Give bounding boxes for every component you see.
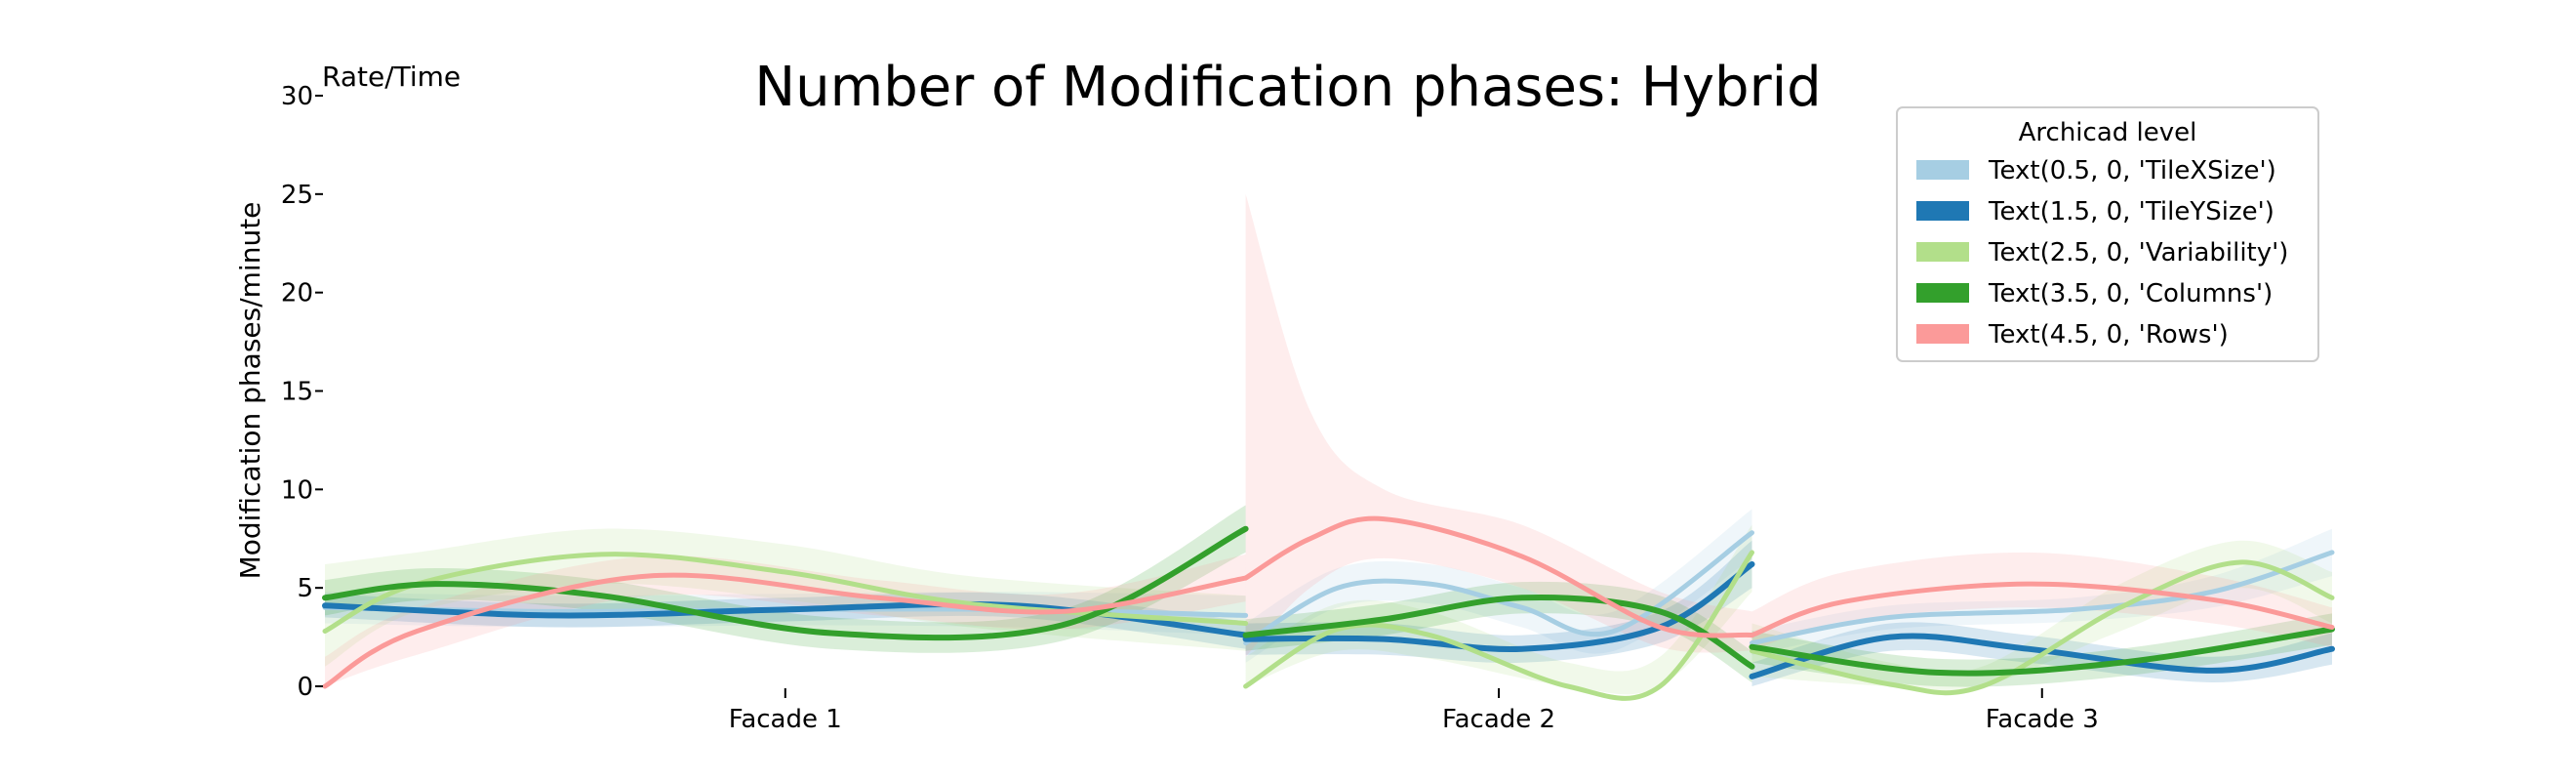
y-tick-label-1: 5 <box>297 574 313 603</box>
band-series-0-seg-0 <box>325 592 1246 636</box>
legend-swatch-2 <box>1916 242 1969 262</box>
line-series-1-seg-1 <box>1242 561 1755 652</box>
band-series-1-seg-1 <box>1245 540 1752 664</box>
line-series-3-seg-1 <box>1242 595 1755 670</box>
band-series-3-seg-1 <box>1245 581 1752 682</box>
x-tick-label-2: Facade 3 <box>1986 705 2099 734</box>
x-tick-label-1: Facade 2 <box>1442 705 1555 734</box>
band-series-4-seg-1 <box>1245 193 1752 657</box>
x-axis: Facade 1 Facade 2 Facade 3 <box>729 688 2099 734</box>
legend-box <box>1896 106 2319 362</box>
band-series-4-seg-0 <box>325 554 1246 686</box>
line-series-4-seg-0 <box>322 572 1249 689</box>
line-series-2-seg-2 <box>1750 559 2335 696</box>
legend-swatch-0 <box>1916 160 1969 180</box>
line-series-0-seg-2 <box>1750 550 2335 646</box>
y-tick-label-2: 10 <box>281 475 313 505</box>
x-tick-label-0: Facade 1 <box>729 705 842 734</box>
legend-entry-0: Text(0.5, 0, 'TileXSize') <box>1988 156 2276 185</box>
y-axis: 0 5 10 15 20 25 30 <box>281 82 323 702</box>
y-tick-label-5: 25 <box>281 181 313 210</box>
legend-entry-4: Text(4.5, 0, 'Rows') <box>1988 320 2229 349</box>
legend-entry-1: Text(1.5, 0, 'TileYSize') <box>1988 197 2274 226</box>
line-series-3-seg-0 <box>322 525 1249 641</box>
y-tick-label-0: 0 <box>297 673 313 702</box>
line-series-4-seg-2 <box>1750 581 2335 638</box>
line-series-4-seg-1 <box>1243 515 1754 638</box>
series-lines <box>322 515 2335 701</box>
line-series-1-seg-2 <box>1749 633 2335 679</box>
legend-title: Archicad level <box>2019 118 2197 147</box>
legend-swatch-1 <box>1916 201 1969 221</box>
line-series-2-seg-1 <box>1243 550 1754 701</box>
legend-entry-3: Text(3.5, 0, 'Columns') <box>1988 279 2273 308</box>
band-series-2-seg-0 <box>325 528 1246 667</box>
y-tick-label-6: 30 <box>281 82 313 111</box>
legend-swatch-4 <box>1916 324 1969 344</box>
y-tick-label-3: 15 <box>281 378 313 407</box>
line-series-3-seg-2 <box>1749 626 2335 677</box>
y-tick-label-4: 20 <box>281 279 313 308</box>
chart-title: Number of Modification phases: Hybrid <box>754 56 1821 119</box>
corner-label: Rate/Time <box>322 61 461 93</box>
y-axis-label: Modification phases/minute <box>234 202 266 580</box>
legend-swatch-3 <box>1916 283 1969 303</box>
legend: Archicad level Text(0.5, 0, 'TileXSize')… <box>1896 106 2319 362</box>
band-series-3-seg-0 <box>325 505 1246 653</box>
legend-entry-2: Text(2.5, 0, 'Variability') <box>1988 238 2288 267</box>
band-series-0-seg-2 <box>1751 528 2332 655</box>
